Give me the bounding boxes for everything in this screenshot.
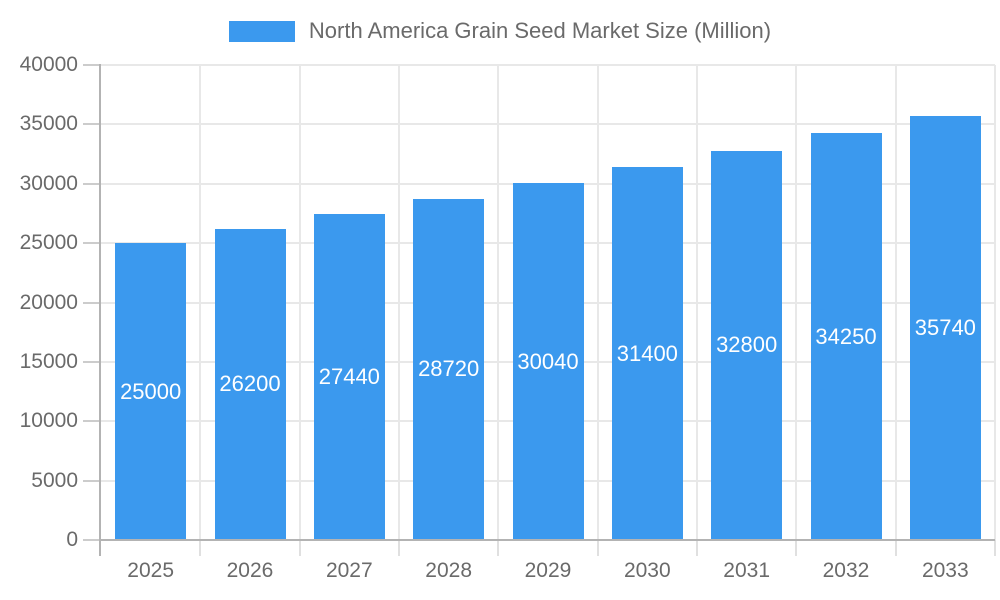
x-gridline — [398, 65, 400, 540]
y-axis-label: 10000 — [19, 409, 78, 433]
y-tick — [83, 182, 101, 185]
y-tick — [83, 301, 101, 304]
x-axis-line — [101, 539, 995, 541]
y-tick — [83, 479, 101, 482]
x-gridline — [199, 65, 202, 540]
y-axis-label: 20000 — [19, 290, 78, 314]
bar-2026[interactable] — [214, 228, 286, 540]
legend-swatch — [228, 20, 295, 42]
x-tick — [497, 540, 500, 556]
x-tick — [298, 540, 301, 556]
x-tick — [398, 540, 400, 556]
bar-value-label: 31400 — [616, 340, 678, 366]
y-gridline — [101, 123, 995, 126]
bar-2032[interactable] — [810, 133, 882, 540]
bar-2033[interactable] — [909, 115, 981, 540]
bar-2029[interactable] — [512, 183, 584, 540]
x-axis-label: 2031 — [723, 559, 771, 582]
x-tick — [696, 540, 698, 556]
x-axis-label: 2025 — [127, 559, 175, 582]
x-tick — [994, 540, 996, 556]
x-axis-label: 2028 — [425, 559, 473, 582]
y-tick — [83, 123, 101, 126]
y-axis-label: 30000 — [19, 171, 78, 195]
x-tick — [199, 540, 202, 556]
y-gridline — [101, 64, 995, 66]
y-axis-line — [99, 64, 101, 556]
y-tick — [83, 420, 101, 423]
x-gridline — [596, 65, 599, 540]
x-gridline — [994, 65, 996, 540]
y-axis-label: 25000 — [19, 231, 78, 255]
bar-value-label: 32800 — [716, 332, 778, 358]
y-axis-label: 15000 — [19, 349, 78, 373]
y-tick — [83, 360, 101, 363]
bar-2031[interactable] — [711, 150, 783, 540]
bar-2028[interactable] — [413, 198, 485, 540]
x-gridline — [298, 65, 301, 540]
legend-label: North America Grain Seed Market Size (Mi… — [308, 18, 772, 43]
legend[interactable]: North America Grain Seed Market Size (Mi… — [0, 18, 1000, 44]
x-tick — [596, 540, 599, 556]
bar-value-label: 25000 — [120, 378, 182, 404]
bar-value-label: 30040 — [517, 348, 579, 374]
x-axis-label: 2029 — [524, 559, 572, 582]
bar-value-label: 34250 — [815, 323, 877, 349]
y-axis-label: 5000 — [31, 468, 78, 492]
x-gridline — [497, 65, 500, 540]
y-axis-label: 0 — [66, 528, 78, 551]
x-gridline — [894, 65, 897, 540]
bar-value-label: 27440 — [318, 364, 380, 390]
bar-value-label: 28720 — [418, 356, 480, 382]
x-gridline — [795, 65, 798, 540]
x-axis-label: 2027 — [325, 559, 373, 582]
x-axis-label: 2032 — [822, 559, 870, 582]
x-tick — [795, 540, 798, 556]
x-gridline — [696, 65, 698, 540]
bar-2027[interactable] — [313, 214, 385, 540]
bar-value-label: 26200 — [219, 371, 281, 397]
x-axis-label: 2026 — [226, 559, 274, 582]
bar-value-label: 35740 — [914, 314, 976, 340]
y-tick — [83, 64, 101, 66]
y-axis-label: 35000 — [19, 112, 78, 136]
y-axis-label: 40000 — [19, 53, 78, 76]
bar-2025[interactable] — [115, 243, 187, 540]
y-tick — [83, 242, 101, 245]
y-tick — [83, 539, 101, 541]
bar-2030[interactable] — [611, 167, 683, 540]
x-tick — [894, 540, 897, 556]
x-axis-label: 2030 — [623, 559, 671, 582]
x-axis-label: 2033 — [921, 559, 969, 582]
